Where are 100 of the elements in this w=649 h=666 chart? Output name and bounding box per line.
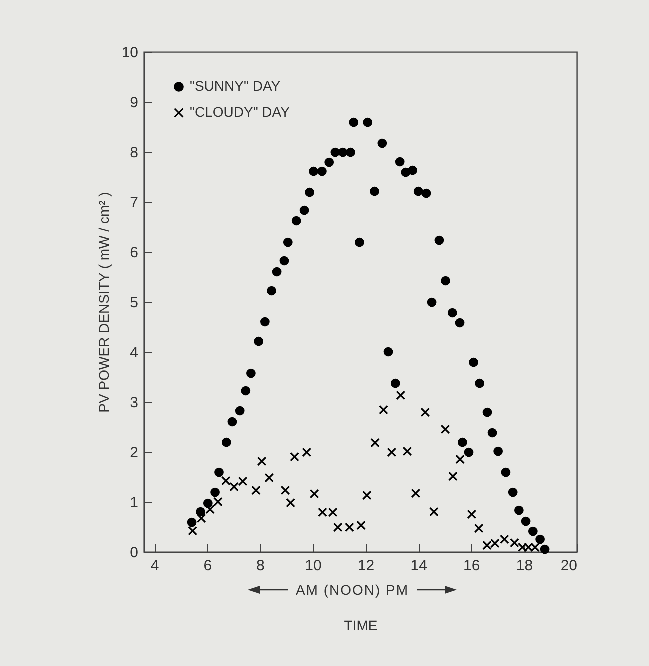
y-tick-label: 1 [130,494,138,512]
x-tick-label: 4 [150,558,160,574]
point [514,506,524,516]
point [309,166,318,176]
point [422,188,432,198]
y-tick-label: 8 [130,144,138,162]
y-tick-label: 7 [130,194,138,212]
point [464,448,474,458]
point [475,378,485,388]
point [395,157,405,167]
point [482,408,492,418]
point [267,286,276,296]
point [521,516,531,526]
point [188,526,198,536]
point [408,166,418,176]
point [501,468,511,478]
point [362,490,372,500]
point [458,438,468,448]
point [300,206,310,216]
point [206,504,215,514]
point [324,158,334,168]
point [283,238,293,248]
point [467,510,477,520]
point [440,424,450,434]
point [494,446,503,456]
point [390,378,400,388]
point [434,236,444,246]
y-tick-label: 5 [130,294,138,312]
point [448,472,458,482]
point [286,498,296,508]
point [536,534,545,544]
point [402,446,412,456]
point [272,267,282,277]
point [196,507,206,517]
y-tick-label: 3 [130,394,138,412]
y-tick-label: 6 [130,244,138,262]
text: AM (NOON) PM [296,582,410,598]
x-tick-label: 20 [560,558,578,574]
point [238,476,248,486]
point [345,522,354,532]
point [396,390,406,400]
point [196,514,206,524]
point [414,186,424,196]
x-tick-label: 16 [464,558,480,574]
point [469,358,478,368]
y-tick-label: 10 [122,44,138,62]
point [221,476,231,486]
point [318,166,327,176]
point [355,238,364,248]
point [528,526,538,536]
point [455,318,465,328]
x-tick-label: 8 [256,558,265,574]
point [378,138,388,148]
point [252,486,261,496]
point [260,317,270,327]
point [500,534,510,544]
point [448,308,458,318]
point [228,417,238,427]
point [456,454,465,464]
point [310,489,320,499]
point [370,438,380,448]
y-axis-title: PV POWER DENSITY ( mW / cm² ) [96,192,112,413]
point [280,486,290,496]
point [384,347,394,357]
x-tick-label: 18 [516,558,534,574]
point [257,456,267,466]
point [346,148,356,158]
point [510,538,520,548]
x-axis-title: TIME [344,618,378,634]
point [230,482,239,492]
point [387,448,397,458]
point [246,368,256,378]
point [305,188,314,198]
point [427,298,437,308]
x-tick-label: 10 [305,558,322,574]
x-tick-label: 6 [204,558,212,574]
point [280,256,290,266]
point [264,473,274,483]
point [333,522,343,532]
point [214,497,223,507]
point [370,186,380,196]
point [411,488,421,498]
point [222,438,232,448]
x-tick-label: 12 [358,558,375,574]
y-tick-label: 4 [130,344,138,362]
point [292,216,302,226]
x-tick-label: 14 [410,558,428,574]
point [330,148,340,158]
point [379,405,388,415]
point [420,408,430,418]
y-tick-label: 0 [130,544,138,562]
point [474,524,484,534]
point [203,498,213,508]
point [235,406,245,416]
point [214,468,224,478]
point [441,276,450,286]
point [241,386,251,396]
legend-label: "CLOUDY" DAY [190,104,291,120]
point [187,518,197,528]
point [488,428,498,438]
